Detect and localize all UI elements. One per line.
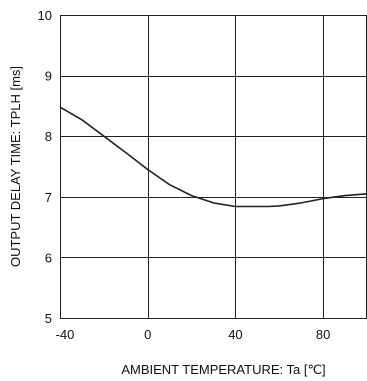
y-tick-labels: 5 6 7 8 9 10: [38, 8, 52, 326]
y-tick-label: 10: [38, 8, 52, 23]
x-axis-label: AMBIENT TEMPERATURE: Ta [℃]: [121, 362, 325, 377]
y-axis-label: OUTPUT DELAY TIME: TPLH [ms]: [8, 66, 23, 267]
series-layer: [59, 106, 367, 208]
y-tick-label: 5: [45, 311, 52, 326]
series-line: [59, 106, 367, 208]
x-tick-label: 0: [144, 327, 151, 342]
y-tick-label: 7: [45, 190, 52, 205]
x-tick-label: 80: [316, 327, 330, 342]
x-tick-label: -40: [56, 327, 75, 342]
x-tick-labels: -40 0 40 80: [56, 327, 331, 342]
y-tick-label: 6: [45, 250, 52, 265]
y-tick-label: 8: [45, 129, 52, 144]
plot-frame: [60, 15, 367, 319]
x-tick-label: 40: [228, 327, 242, 342]
y-tick-label: 9: [45, 69, 52, 84]
grid-lines: [60, 15, 367, 319]
